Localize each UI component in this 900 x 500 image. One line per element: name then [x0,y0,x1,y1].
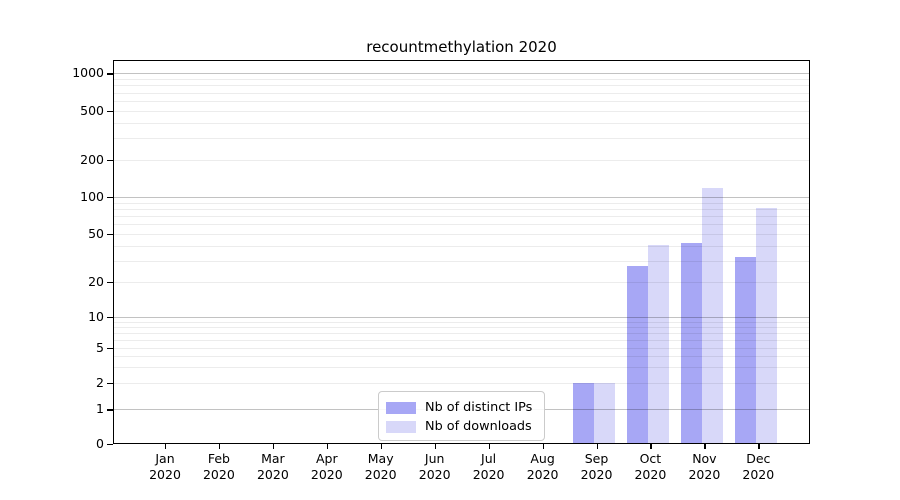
x-tick-label-oct: Oct 2020 [634,451,667,482]
y-tick-mark [107,73,113,75]
gridline-minor [114,321,809,323]
gridline-major [114,73,809,75]
x-tick-mark [218,444,221,449]
legend-label-downloads: Nb of downloads [425,419,532,434]
x-tick-label-dec: Dec 2020 [742,451,775,482]
gridline-minor [114,110,809,112]
x-tick-label-jun: Jun 2020 [418,451,451,482]
bar-distinct-ips-oct [627,266,649,444]
x-tick-mark [758,444,760,449]
gridline-minor [114,245,809,247]
y-tick-mark [107,110,113,113]
y-tick-mark [107,444,113,446]
legend-swatch-distinct-ips [386,401,416,414]
bar-distinct-ips-sep [573,383,595,444]
y-tick-label: 5 [96,339,104,355]
x-tick-label-jul: Jul 2020 [472,451,505,482]
y-tick-label: 200 [80,152,104,167]
x-tick-label-mar: Mar 2020 [256,451,289,482]
y-tick-mark [107,347,113,349]
gridline-minor [114,92,809,94]
y-tick-label: 100 [80,189,104,204]
gridline-minor [114,122,809,124]
gridline-minor [114,79,809,80]
gridline-minor [114,100,809,102]
y-tick-mark [107,282,113,284]
bar-downloads-dec [756,207,778,444]
x-tick-label-nov: Nov 2020 [688,451,721,482]
gridline-minor [114,215,809,217]
x-tick-mark [380,444,383,449]
x-tick-mark [272,444,275,449]
x-tick-mark [542,444,544,449]
y-tick-label: 50 [88,225,104,241]
x-tick-mark [488,444,490,449]
bar-distinct-ips-nov [681,242,703,444]
y-tick-label: 10 [88,309,104,324]
legend-label-distinct-ips: Nb of distinct IPs [425,400,533,415]
bar-distinct-ips-dec [735,257,757,444]
gridline-minor [114,282,809,283]
gridline-minor [114,208,809,210]
gridline-minor [114,160,809,161]
x-tick-label-may: May 2020 [364,451,397,482]
gridline-minor [114,347,809,349]
bar-downloads-oct [648,245,670,444]
y-tick-mark [107,160,113,162]
gridline-minor [114,260,809,262]
y-tick-mark [107,409,113,411]
gridline-minor [114,383,809,384]
x-tick-label-feb: Feb 2020 [202,451,235,482]
y-tick-label: 1 [96,401,104,417]
x-tick-mark [650,444,652,449]
gridline-minor [114,332,809,334]
y-tick-mark [107,233,113,236]
gridline-minor [114,339,809,341]
gridline-minor [114,233,809,235]
gridline-minor [114,326,809,328]
legend-item-downloads: Nb of downloads [386,417,536,436]
gridline-minor [114,367,809,369]
y-tick-mark [107,317,113,319]
y-tick-mark [107,197,113,199]
bar-downloads-sep [594,383,616,444]
y-tick-label: 2 [96,375,104,390]
y-tick-mark [107,383,113,385]
chart-title: recountmethylation 2020 [366,38,557,56]
gridline-minor [114,356,809,358]
x-tick-mark [704,444,706,449]
legend: Nb of distinct IPs Nb of downloads [378,391,545,441]
legend-item-distinct-ips: Nb of distinct IPs [386,398,536,417]
x-tick-mark [596,444,598,449]
x-tick-mark [165,444,167,449]
x-tick-label-apr: Apr 2020 [310,451,343,482]
bar-downloads-nov [702,188,724,444]
y-tick-label: 20 [88,274,104,289]
x-tick-mark [434,444,437,449]
x-tick-mark [326,444,329,449]
y-tick-label: 1000 [72,65,104,81]
gridline-major [114,197,809,198]
gridline-minor [114,202,809,204]
y-tick-label: 0 [96,436,104,451]
gridline-minor [114,138,809,140]
x-tick-label-aug: Aug 2020 [526,451,559,482]
x-tick-label-sep: Sep 2020 [580,451,613,482]
gridline-minor [114,224,809,225]
x-tick-label-jan: Jan 2020 [149,451,181,482]
gridline-minor [114,85,809,87]
y-tick-label: 500 [80,102,104,118]
legend-swatch-downloads [386,420,416,433]
gridline-major [114,317,809,318]
